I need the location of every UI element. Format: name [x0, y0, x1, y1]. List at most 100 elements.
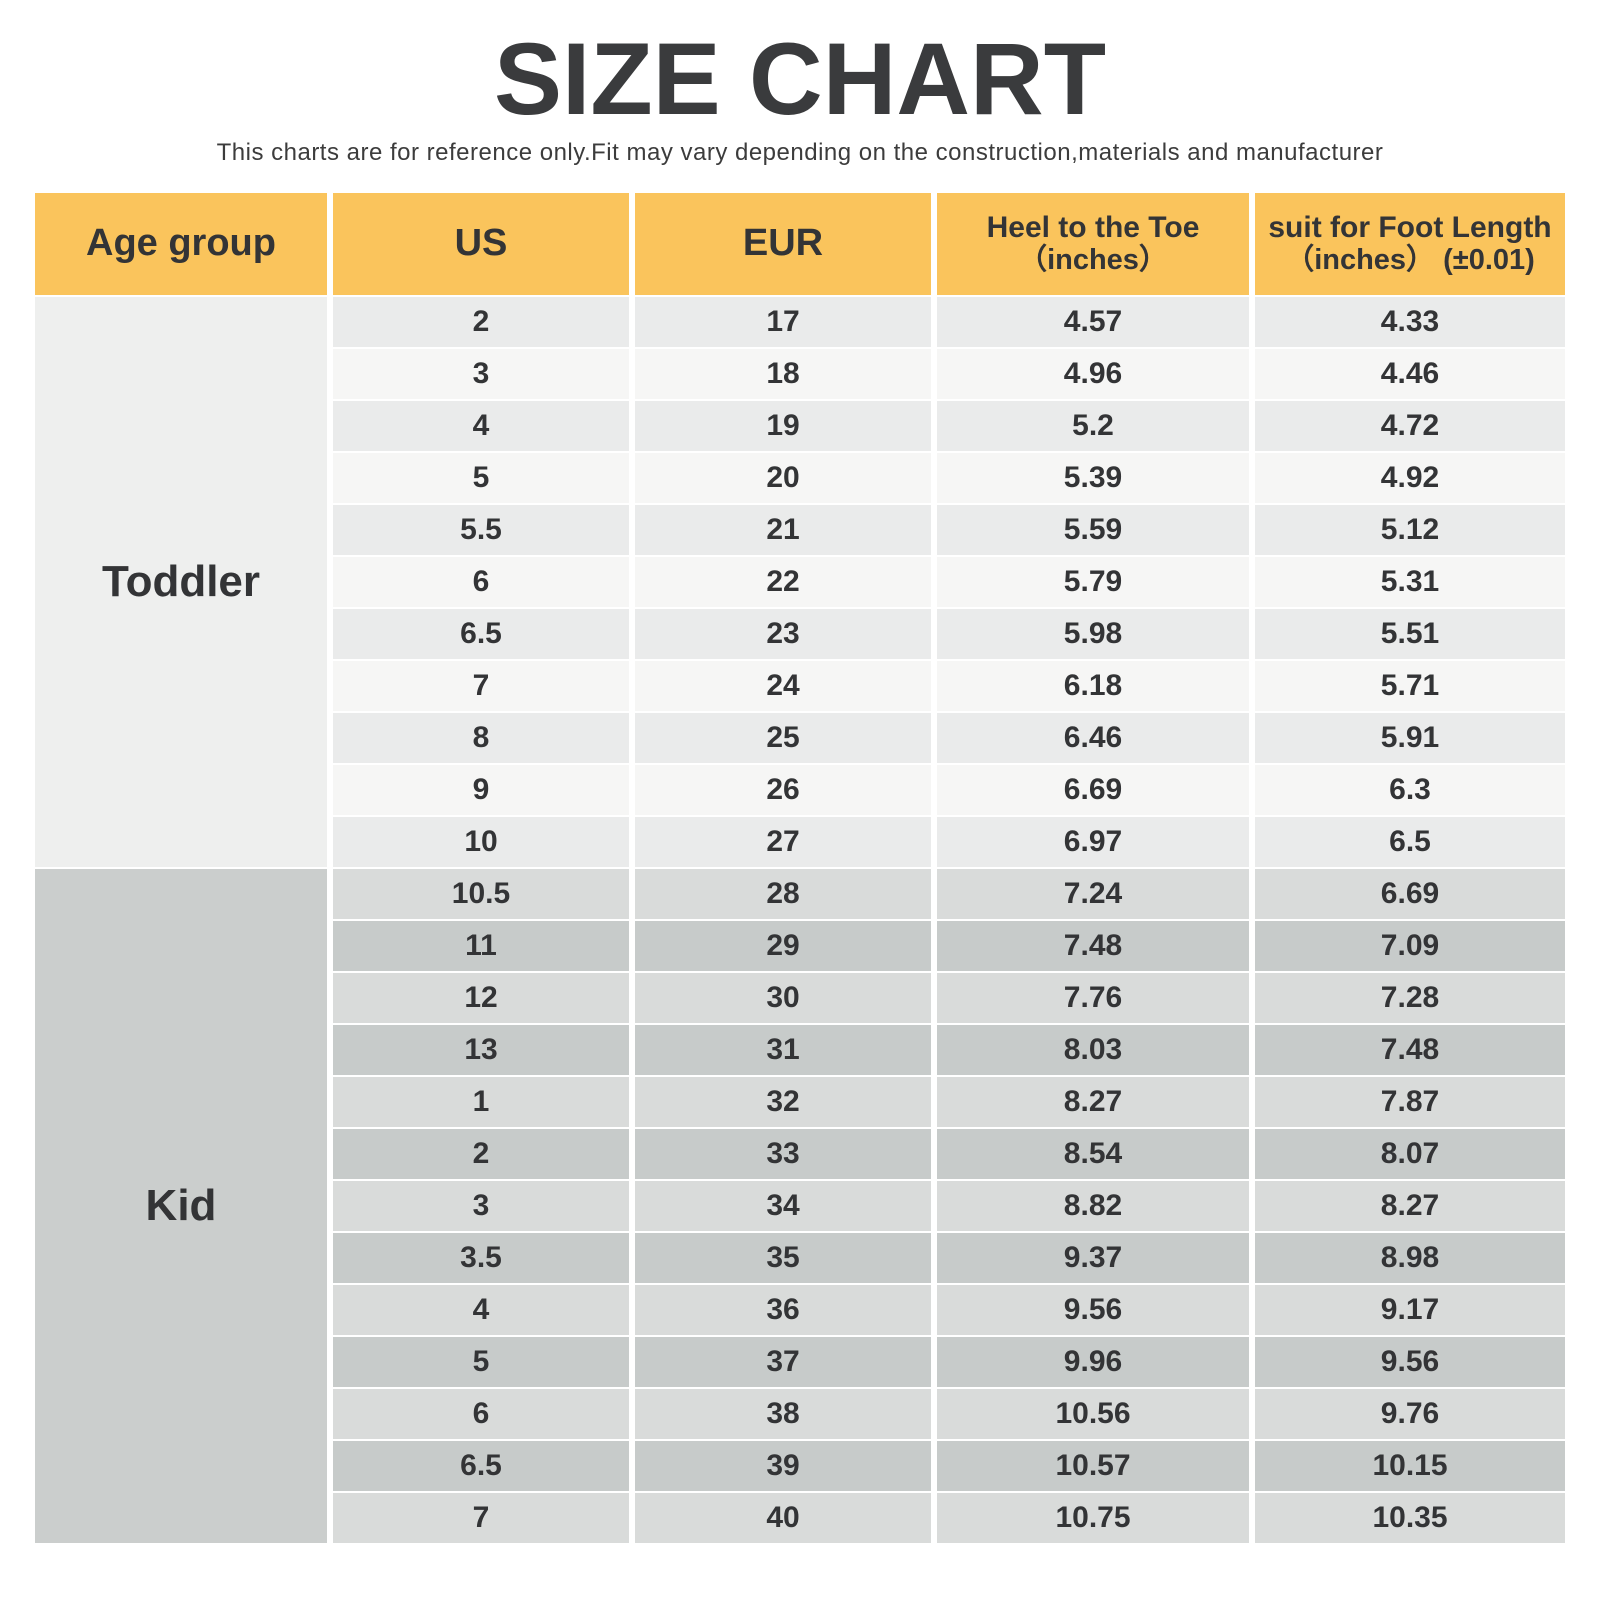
header-age-group: Age group: [35, 193, 327, 296]
cell-kid-foot_length: 7.87: [1255, 1077, 1565, 1128]
cell-toddler-us: 3: [333, 349, 629, 400]
cell-toddler-foot_length: 6.3: [1255, 765, 1565, 816]
header-foot-length: suit for Foot Length （inches） (±0.01): [1255, 193, 1565, 296]
cell-kid-foot_length: 6.69: [1255, 869, 1565, 920]
cell-toddler-eur: 22: [635, 557, 931, 608]
cell-kid-heel_to_toe: 9.37: [937, 1233, 1249, 1284]
cell-toddler-us: 6.5: [333, 609, 629, 660]
cell-toddler-heel_to_toe: 4.57: [937, 297, 1249, 348]
cell-toddler-foot_length: 6.5: [1255, 817, 1565, 868]
cell-kid-heel_to_toe: 8.27: [937, 1077, 1249, 1128]
cell-toddler-heel_to_toe: 6.69: [937, 765, 1249, 816]
cell-kid-us: 6: [333, 1389, 629, 1440]
cell-kid-us: 12: [333, 973, 629, 1024]
cell-kid-heel_to_toe: 7.48: [937, 921, 1249, 972]
age-group-cell-toddler: Toddler: [35, 297, 327, 868]
table-row: 3 34 8.82 8.27: [35, 1181, 1565, 1232]
cell-kid-heel_to_toe: 10.57: [937, 1441, 1249, 1492]
cell-kid-eur: 37: [635, 1337, 931, 1388]
cell-kid-heel_to_toe: 7.76: [937, 973, 1249, 1024]
table-row: 3 18 4.96 4.46: [35, 349, 1565, 400]
cell-toddler-us: 5.5: [333, 505, 629, 556]
cell-toddler-foot_length: 5.71: [1255, 661, 1565, 712]
header-age-group-label: Age group: [86, 222, 276, 265]
cell-kid-eur: 32: [635, 1077, 931, 1128]
cell-kid-eur: 33: [635, 1129, 931, 1180]
age-group-cell-kid: Kid: [35, 869, 327, 1544]
table-row: 7 24 6.18 5.71: [35, 661, 1565, 712]
cell-kid-eur: 35: [635, 1233, 931, 1284]
cell-toddler-eur: 20: [635, 453, 931, 504]
table-row: 5 37 9.96 9.56: [35, 1337, 1565, 1388]
table-row: 5.5 21 5.59 5.12: [35, 505, 1565, 556]
cell-kid-us: 1: [333, 1077, 629, 1128]
cell-kid-heel_to_toe: 8.54: [937, 1129, 1249, 1180]
table-row: 5 20 5.39 4.92: [35, 453, 1565, 504]
table-row: Kid 10.5 28 7.24 6.69: [35, 869, 1565, 1544]
table-row: 13 31 8.03 7.48: [35, 1025, 1565, 1076]
cell-toddler-foot_length: 4.72: [1255, 401, 1565, 452]
cell-toddler-eur: 24: [635, 661, 931, 712]
cell-kid-foot_length: 9.17: [1255, 1285, 1565, 1336]
cell-kid-foot_length: 9.56: [1255, 1337, 1565, 1388]
cell-kid-eur: 31: [635, 1025, 931, 1076]
cell-kid-foot_length: 7.48: [1255, 1025, 1565, 1076]
cell-toddler-eur: 23: [635, 609, 931, 660]
cell-toddler-eur: 26: [635, 765, 931, 816]
cell-toddler-foot_length: 5.91: [1255, 713, 1565, 764]
header-eur-label: EUR: [742, 222, 824, 265]
cell-kid-heel_to_toe: 10.56: [937, 1389, 1249, 1440]
cell-toddler-heel_to_toe: 5.79: [937, 557, 1249, 608]
cell-toddler-heel_to_toe: 4.96: [937, 349, 1249, 400]
cell-kid-us: 3.5: [333, 1233, 629, 1284]
cell-toddler-foot_length: 5.12: [1255, 505, 1565, 556]
cell-toddler-foot_length: 5.31: [1255, 557, 1565, 608]
cell-toddler-heel_to_toe: 5.98: [937, 609, 1249, 660]
table-row: 7 40 10.75 10.35: [35, 1493, 1565, 1544]
cell-kid-heel_to_toe: 8.03: [937, 1025, 1249, 1076]
header-us: US: [333, 193, 629, 296]
cell-kid-eur: 30: [635, 973, 931, 1024]
cell-kid-eur: 36: [635, 1285, 931, 1336]
cell-toddler-us: 6: [333, 557, 629, 608]
cell-toddler-heel_to_toe: 5.59: [937, 505, 1249, 556]
cell-kid-foot_length: 9.76: [1255, 1389, 1565, 1440]
cell-kid-us: 11: [333, 921, 629, 972]
header-foot-length-unit: （inches） (±0.01): [1285, 243, 1535, 276]
cell-kid-us: 5: [333, 1337, 629, 1388]
cell-kid-us: 10.5: [333, 869, 629, 920]
cell-kid-heel_to_toe: 7.24: [937, 869, 1249, 920]
table-row: 11 29 7.48 7.09: [35, 921, 1565, 972]
cell-kid-eur: 29: [635, 921, 931, 972]
cell-kid-eur: 39: [635, 1441, 931, 1492]
header-eur: EUR: [635, 193, 931, 296]
table-row: 1 32 8.27 7.87: [35, 1077, 1565, 1128]
cell-kid-us: 7: [333, 1493, 629, 1544]
cell-toddler-eur: 25: [635, 713, 931, 764]
cell-toddler-foot_length: 5.51: [1255, 609, 1565, 660]
table-row: 3.5 35 9.37 8.98: [35, 1233, 1565, 1284]
table-row: 6 22 5.79 5.31: [35, 557, 1565, 608]
cell-toddler-eur: 18: [635, 349, 931, 400]
table-row: 2 33 8.54 8.07: [35, 1129, 1565, 1180]
cell-toddler-heel_to_toe: 6.97: [937, 817, 1249, 868]
cell-kid-foot_length: 7.09: [1255, 921, 1565, 972]
cell-toddler-eur: 19: [635, 401, 931, 452]
cell-kid-heel_to_toe: 8.82: [937, 1181, 1249, 1232]
cell-kid-us: 6.5: [333, 1441, 629, 1492]
cell-kid-eur: 28: [635, 869, 931, 920]
cell-kid-eur: 38: [635, 1389, 931, 1440]
cell-toddler-heel_to_toe: 6.46: [937, 713, 1249, 764]
subtitle: This charts are for reference only.Fit m…: [216, 139, 1384, 167]
header-heel-to-toe-unit: （inches）: [1018, 243, 1168, 276]
table-row: 6.5 39 10.57 10.15: [35, 1441, 1565, 1492]
table-row: Toddler 2 17 4.57 4.33: [35, 297, 1565, 868]
page-title: SIZE CHART: [494, 22, 1106, 136]
cell-toddler-us: 2: [333, 297, 629, 348]
cell-toddler-us: 8: [333, 713, 629, 764]
cell-kid-heel_to_toe: 9.56: [937, 1285, 1249, 1336]
cell-toddler-heel_to_toe: 6.18: [937, 661, 1249, 712]
cell-toddler-us: 9: [333, 765, 629, 816]
cell-toddler-heel_to_toe: 5.39: [937, 453, 1249, 504]
